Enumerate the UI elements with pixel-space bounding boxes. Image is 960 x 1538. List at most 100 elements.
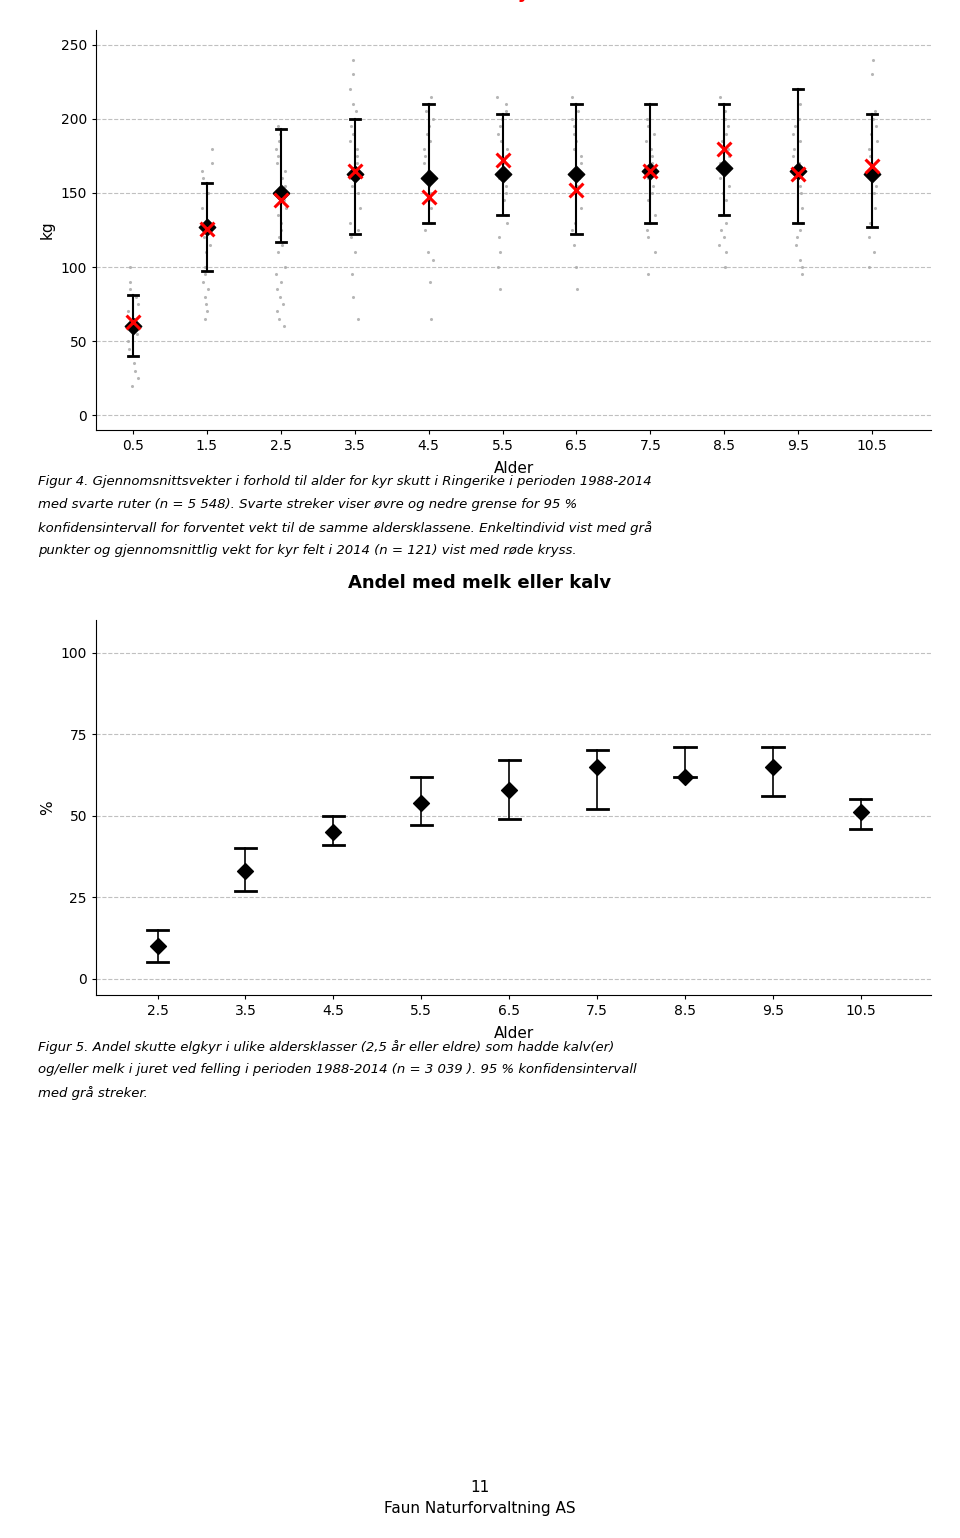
Point — [795, 261, 810, 286]
Point — [122, 269, 137, 294]
Point — [639, 218, 655, 243]
Point — [790, 161, 805, 186]
Point — [642, 158, 658, 183]
Point — [861, 255, 876, 280]
Point — [345, 62, 360, 86]
Point — [345, 261, 360, 286]
Point — [127, 314, 142, 338]
Point — [204, 137, 220, 161]
Point — [865, 161, 880, 186]
Point — [414, 791, 429, 815]
Point — [716, 137, 732, 161]
Point — [200, 218, 215, 243]
Point — [492, 225, 507, 249]
Point — [199, 292, 214, 317]
Point — [793, 218, 808, 243]
Point — [343, 77, 358, 102]
Point — [196, 166, 211, 191]
Point — [419, 98, 434, 123]
Point — [196, 225, 211, 249]
Point — [790, 158, 805, 183]
Point — [870, 129, 885, 154]
Point — [421, 114, 437, 138]
Point — [277, 174, 293, 198]
Point — [640, 225, 656, 249]
Point — [342, 166, 357, 191]
Point — [792, 151, 807, 175]
Text: Figur 5. Andel skutte elgkyr i ulike aldersklasser (2,5 år eller eldre) som hadd: Figur 5. Andel skutte elgkyr i ulike ald… — [38, 1040, 614, 1054]
Point — [199, 217, 214, 241]
Point — [647, 240, 662, 265]
Point — [417, 143, 432, 168]
Point — [278, 195, 294, 220]
Point — [197, 306, 212, 331]
Point — [718, 122, 733, 146]
Point — [203, 232, 218, 257]
Point — [422, 129, 438, 154]
Point — [492, 277, 508, 301]
Point — [420, 185, 436, 209]
Point — [789, 232, 804, 257]
Point — [785, 122, 801, 146]
Point — [274, 218, 289, 243]
Point — [349, 180, 365, 205]
Point — [720, 114, 735, 138]
Point — [273, 180, 288, 205]
Point — [644, 143, 660, 168]
Point — [276, 314, 292, 338]
Point — [122, 343, 137, 368]
Point — [124, 374, 139, 398]
Point — [571, 166, 587, 191]
Point — [765, 755, 780, 780]
Point — [785, 143, 801, 168]
Point — [721, 174, 736, 198]
Point — [498, 98, 514, 123]
Point — [277, 180, 293, 205]
Y-axis label: kg: kg — [40, 220, 55, 240]
Text: punkter og gjennomsnittlig vekt for kyr felt i 2014 (n = 121) vist med røde krys: punkter og gjennomsnittlig vekt for kyr … — [38, 544, 577, 557]
Point — [568, 178, 584, 203]
Point — [718, 188, 733, 212]
Point — [273, 188, 288, 212]
Point — [350, 306, 366, 331]
Text: 11: 11 — [470, 1480, 490, 1495]
Point — [195, 158, 210, 183]
Point — [130, 366, 145, 391]
Point — [195, 195, 210, 220]
Point — [866, 166, 881, 191]
Point — [718, 240, 733, 265]
Point — [642, 211, 658, 235]
Text: konfidensintervall for forventet vekt til de samme aldersklassene. Enkeltindivid: konfidensintervall for forventet vekt ti… — [38, 521, 653, 535]
Point — [417, 218, 432, 243]
Point — [272, 122, 287, 146]
Point — [787, 161, 803, 186]
Point — [423, 306, 439, 331]
Point — [491, 122, 506, 146]
Point — [275, 232, 290, 257]
Point — [573, 143, 588, 168]
Point — [492, 166, 507, 191]
Point — [567, 211, 583, 235]
Point — [717, 98, 732, 123]
Point — [350, 218, 366, 243]
Point — [419, 122, 434, 146]
Point — [349, 137, 365, 161]
Point — [863, 151, 878, 175]
Point — [566, 137, 582, 161]
Point — [352, 195, 368, 220]
Point — [129, 285, 144, 309]
Text: Figur 4. Gjennomsnittsvekter i forhold til alder for kyr skutt i Ringerike i per: Figur 4. Gjennomsnittsvekter i forhold t… — [38, 475, 652, 488]
Point — [637, 92, 653, 117]
Point — [720, 137, 735, 161]
Point — [646, 122, 661, 146]
Point — [568, 92, 584, 117]
Point — [423, 85, 439, 109]
Point — [423, 180, 439, 205]
Point — [574, 151, 589, 175]
Point — [498, 92, 514, 117]
Point — [499, 137, 515, 161]
Point — [131, 292, 146, 317]
Point — [350, 158, 366, 183]
Point — [494, 106, 510, 131]
Point — [197, 261, 212, 286]
